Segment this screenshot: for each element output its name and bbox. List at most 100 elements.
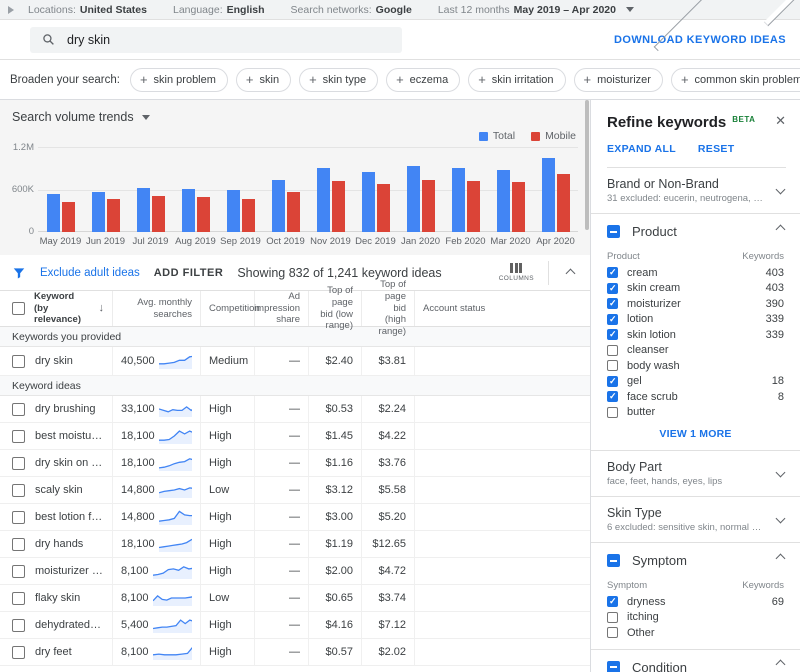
item-checkbox[interactable] (607, 611, 618, 623)
row-checkbox[interactable] (12, 402, 25, 416)
exclude-adult-ideas-link[interactable]: Exclude adult ideas (40, 266, 140, 279)
refine-group-condition[interactable]: Condition (591, 650, 800, 672)
reset-button[interactable]: RESET (697, 143, 735, 155)
item-checkbox[interactable] (607, 329, 618, 341)
bar-total-nov-2019[interactable] (316, 168, 330, 232)
bar-mobile-apr-2020[interactable] (556, 174, 570, 232)
broaden-chip-skin-problem[interactable]: + skin problem (129, 67, 228, 92)
bar-mobile-jul-2019[interactable] (151, 196, 165, 232)
bar-total-oct-2019[interactable] (271, 180, 285, 232)
bar-mobile-aug-2019[interactable] (196, 197, 210, 232)
refine-group-product[interactable]: Product (591, 214, 800, 247)
date-range-setting[interactable]: Last 12 months May 2019 – Apr 2020 (438, 4, 634, 16)
item-checkbox[interactable] (607, 360, 618, 372)
bar-mobile-nov-2019[interactable] (331, 181, 345, 232)
select-all-checkbox[interactable] (12, 302, 25, 315)
column-header-top-of-page-bid-high-range[interactable]: Top of page bid (high range) (361, 279, 414, 337)
row-checkbox[interactable] (12, 618, 25, 632)
bar-total-mar-2020[interactable] (496, 170, 510, 232)
columns-button[interactable]: COLUMNS (499, 263, 534, 282)
broaden-chip-common-skin-problem[interactable]: + common skin problem (670, 67, 800, 92)
bar-total-sep-2019[interactable] (226, 190, 240, 232)
item-checkbox[interactable] (607, 627, 618, 639)
row-checkbox[interactable] (12, 456, 25, 470)
chip-label: skin type (322, 73, 367, 86)
bar-total-dec-2019[interactable] (361, 172, 375, 232)
add-filter-button[interactable]: ADD FILTER (153, 266, 224, 279)
bar-total-feb-2020[interactable] (451, 168, 465, 232)
bar-mobile-may-2019[interactable] (61, 202, 75, 232)
x-axis-tick: Sep 2019 (220, 236, 261, 247)
bar-mobile-feb-2020[interactable] (466, 181, 480, 232)
row-checkbox[interactable] (12, 645, 25, 659)
bar-mobile-jun-2019[interactable] (106, 199, 120, 232)
group-indeterminate-checkbox[interactable] (607, 225, 620, 238)
bar-mobile-mar-2020[interactable] (511, 182, 525, 232)
language-setting[interactable]: Language: English (173, 4, 265, 16)
bar-mobile-dec-2019[interactable] (376, 184, 390, 232)
locations-setting[interactable]: Locations: United States (28, 4, 147, 16)
keyword-search-input[interactable]: dry skin (30, 26, 402, 53)
bar-total-apr-2020[interactable] (541, 158, 555, 232)
broaden-chip-skin[interactable]: + skin (235, 67, 292, 92)
column-header-avg-monthly-searches[interactable]: Avg. monthly searches (112, 291, 200, 326)
item-checkbox[interactable] (607, 596, 618, 608)
search-trend-sparkline (152, 566, 192, 579)
item-checkbox[interactable] (607, 267, 618, 279)
item-checkbox[interactable] (607, 313, 618, 325)
language-value: English (226, 3, 265, 16)
collapse-table-button[interactable] (563, 260, 578, 286)
row-checkbox[interactable] (12, 483, 25, 497)
expand-all-button[interactable]: EXPAND ALL (607, 143, 676, 155)
top-of-page-bid-low-value: $3.12 (325, 484, 353, 496)
column-header-ad-impression-share[interactable]: Ad impression share (254, 291, 308, 326)
bar-mobile-sep-2019[interactable] (241, 199, 255, 232)
bar-total-jul-2019[interactable] (136, 188, 150, 232)
item-checkbox[interactable] (607, 391, 618, 403)
competition-value: Low (209, 484, 230, 496)
broaden-chip-skin-type[interactable]: + skin type (299, 67, 379, 92)
row-checkbox[interactable] (12, 354, 25, 368)
row-checkbox[interactable] (12, 591, 25, 605)
bar-total-aug-2019[interactable] (181, 189, 195, 232)
view-more-link[interactable]: VIEW 1 MORE (659, 428, 732, 440)
bar-total-jun-2019[interactable] (91, 192, 105, 232)
group-indeterminate-checkbox[interactable] (607, 660, 620, 672)
item-checkbox[interactable] (607, 406, 618, 418)
refine-group-brand-or-non-brand[interactable]: Brand or Non-Brand 31 excluded: eucerin, … (591, 168, 800, 213)
broaden-chip-moisturizer[interactable]: + moisturizer (573, 67, 663, 92)
chart-title-dropdown[interactable]: Search volume trends (12, 110, 150, 124)
refine-group-skin-type[interactable]: Skin Type 6 excluded: sensitive skin, nor… (591, 497, 800, 542)
item-checkbox[interactable] (607, 375, 618, 387)
row-checkbox[interactable] (12, 510, 25, 524)
bar-group-jul-2019 (136, 188, 165, 232)
bar-mobile-jan-2020[interactable] (421, 180, 435, 232)
bar-mobile-oct-2019[interactable] (286, 192, 300, 232)
close-icon[interactable]: ✕ (775, 113, 786, 128)
column-header-keyword-by-relevance[interactable]: Keyword (by relevance) ↓ (0, 291, 112, 326)
row-checkbox[interactable] (12, 564, 25, 578)
item-checkbox[interactable] (607, 344, 618, 356)
refine-group-symptom[interactable]: Symptom (591, 543, 800, 576)
search-trend-sparkline (152, 619, 192, 633)
broaden-chip-skin-irritation[interactable]: + skin irritation (468, 67, 566, 92)
bar-group-may-2019 (46, 194, 75, 232)
bar-total-may-2019[interactable] (46, 194, 60, 232)
column-header-account-status[interactable]: Account status (414, 291, 590, 326)
networks-setting[interactable]: Search networks: Google (291, 4, 412, 16)
column-header-competition[interactable]: Competition (200, 291, 260, 326)
column-header-top-of-page-bid-low-range[interactable]: Top of page bid (low range) (308, 285, 361, 331)
refine-group-body-part[interactable]: Body Part face, feet, hands, eyes, lips (591, 451, 800, 496)
broaden-chip-eczema[interactable]: + eczema (386, 67, 461, 92)
item-checkbox[interactable] (607, 298, 618, 310)
vertical-scrollbar[interactable] (585, 100, 589, 230)
row-checkbox[interactable] (12, 429, 25, 443)
row-checkbox[interactable] (12, 537, 25, 551)
download-keyword-ideas-button[interactable]: DOWNLOAD KEYWORD IDEAS (614, 33, 786, 46)
item-checkbox[interactable] (607, 282, 618, 294)
legend-item-mobile[interactable]: Mobile (531, 130, 576, 142)
bar-total-jan-2020[interactable] (406, 166, 420, 232)
legend-item-total[interactable]: Total (478, 130, 515, 142)
group-indeterminate-checkbox[interactable] (607, 554, 620, 567)
expand-side-panel-icon[interactable] (8, 5, 14, 14)
